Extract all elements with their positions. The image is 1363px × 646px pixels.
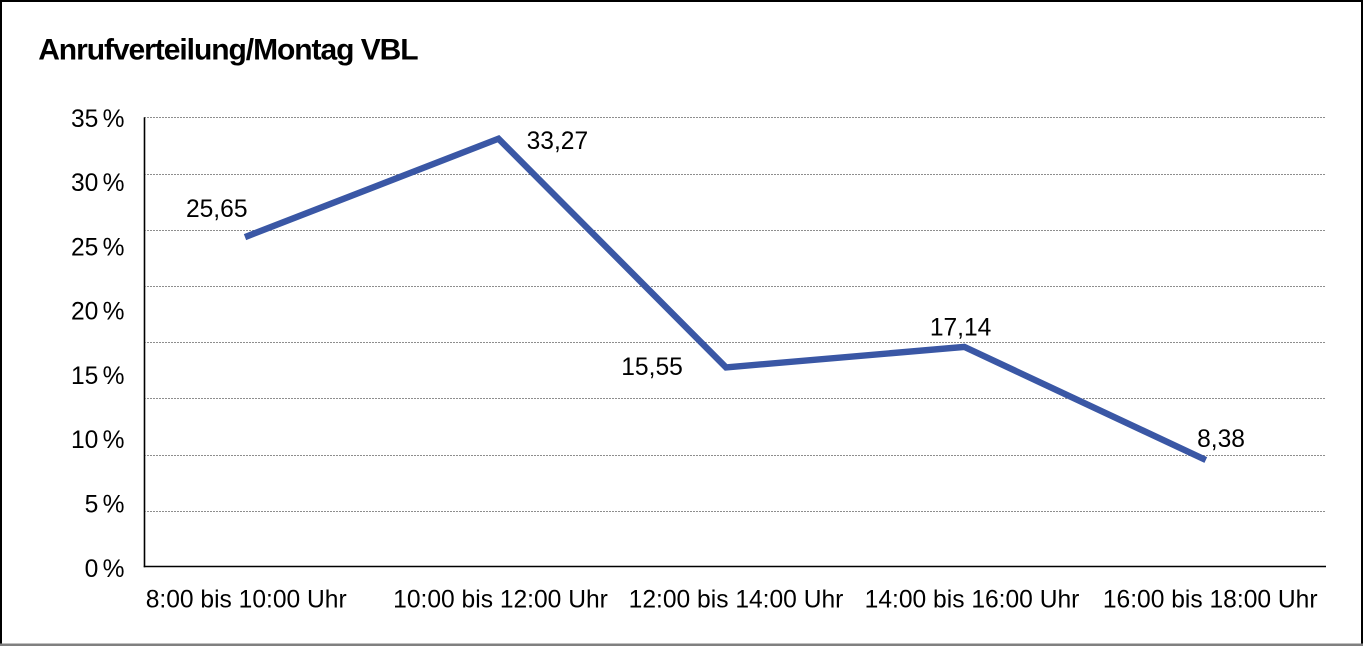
value-label: 8,38 [1197, 426, 1245, 453]
x-tick-label: 16:00 bis 18:00 Uhr [1103, 587, 1318, 614]
border-top [0, 0, 1363, 2]
gridlines [144, 117, 1326, 512]
x-axis-labels: 8:00 bis 10:00 Uhr 10:00 bis 12:00 Uhr 12:… [146, 587, 1318, 614]
y-tick-label: 10 % [71, 427, 125, 454]
data-line [243, 134, 1208, 463]
y-tick-label: 30 % [71, 170, 125, 197]
y-tick-label: 25 % [71, 234, 125, 261]
x-tick-label: 14:00 bis 16:00 Uhr [865, 587, 1080, 614]
data-series [243, 134, 1208, 463]
value-labels: 25,65 33,27 15,55 17,14 8,38 [186, 128, 1245, 453]
x-tick-label: 8:00 bis 10:00 Uhr [146, 587, 347, 614]
y-tick-label: 15 % [71, 363, 125, 390]
axes [143, 117, 1326, 568]
y-tick-label: 5 % [85, 492, 125, 519]
value-label: 33,27 [527, 128, 589, 155]
x-tick-label: 12:00 bis 14:00 Uhr [629, 587, 844, 614]
chart-title-group: Anrufverteilung/Montag VBL [38, 34, 419, 67]
border-right [1361, 0, 1363, 646]
value-label: 25,65 [186, 196, 248, 223]
value-label: 15,55 [621, 354, 683, 381]
border-left [0, 0, 2, 644]
y-tick-label: 20 % [71, 299, 125, 326]
chart-title: Anrufverteilung/Montag VBL [38, 34, 418, 67]
y-tick-label: 0 % [85, 556, 125, 583]
border-bottom [0, 643, 1363, 646]
x-tick-label: 10:00 bis 12:00 Uhr [393, 587, 608, 614]
y-tick-label: 35 % [71, 106, 125, 133]
value-label: 17,14 [930, 314, 992, 341]
y-axis-labels: 0 % 5 % 10 % 15 % 20 % 25 % 30 % 35 % [71, 106, 125, 583]
